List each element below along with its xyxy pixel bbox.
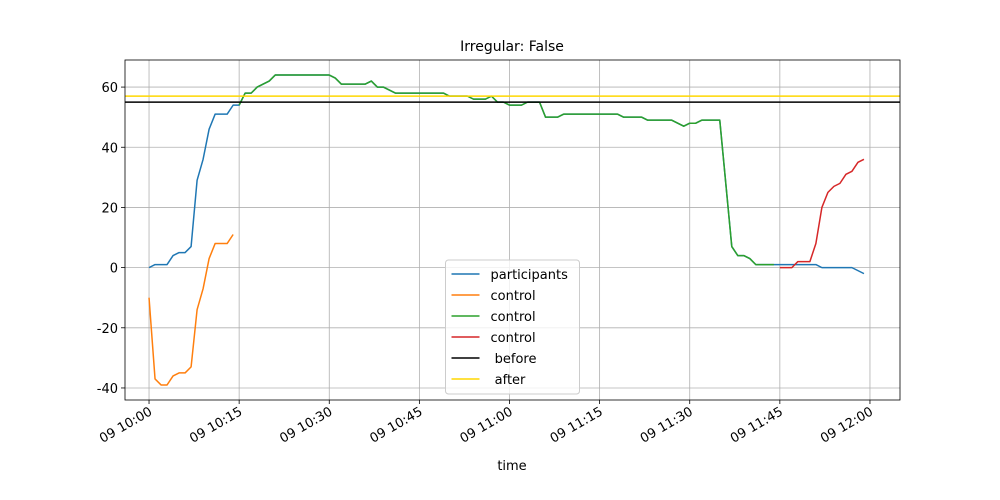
- y-tick-label: -20: [97, 322, 118, 337]
- legend-label: after: [491, 373, 527, 388]
- data-line: [148, 234, 234, 386]
- legend-label: before: [491, 352, 537, 367]
- legend-label: control: [491, 289, 536, 304]
- y-tick-label: 60: [101, 81, 118, 96]
- legend-label: control: [491, 331, 536, 346]
- y-tick-label: -40: [97, 382, 118, 397]
- x-axis-label: time: [497, 459, 526, 474]
- legend-label: control: [491, 310, 536, 325]
- legend: participants control control control before…: [445, 259, 580, 395]
- y-tick-label: 40: [101, 141, 118, 156]
- data-line: [238, 74, 774, 266]
- axes-frame: [124, 59, 901, 401]
- y-tick-label: 0: [110, 262, 118, 277]
- y-tick-label: 20: [101, 201, 118, 216]
- legend-label: participants: [491, 268, 569, 283]
- legend-box: [445, 259, 580, 395]
- data-line: [779, 158, 865, 269]
- chart-title: Irregular: False: [460, 39, 564, 55]
